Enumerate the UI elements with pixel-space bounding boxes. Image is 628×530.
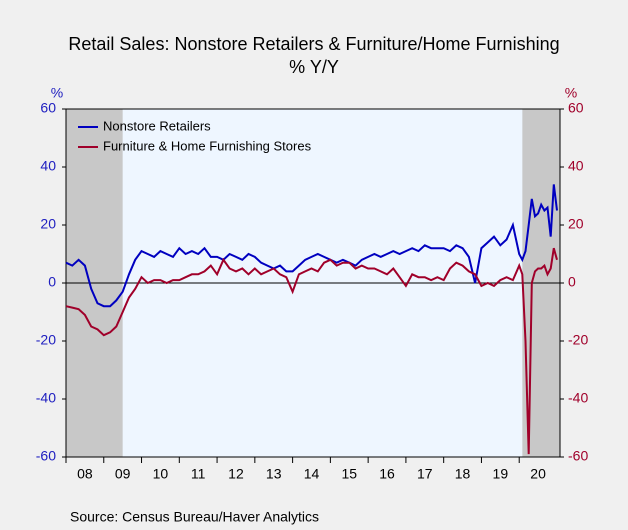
y2-tick-label: -20 (568, 332, 588, 348)
legend-label: Nonstore Retailers (103, 118, 211, 133)
plot-frame (65, 108, 561, 458)
x-tick-label: 19 (493, 466, 509, 482)
y2-tick-label: 60 (568, 100, 584, 116)
y2-tick-label: -40 (568, 390, 588, 406)
x-tick-label: 14 (304, 466, 320, 482)
y2-tick-label: 40 (568, 158, 584, 174)
x-tick-label: 16 (379, 466, 395, 482)
y-axis-label: % (51, 85, 63, 101)
x-tick-label: 18 (455, 466, 471, 482)
chart-title: Retail Sales: Nonstore Retailers & Furni… (68, 34, 559, 54)
source: Source: Census Bureau/Haver Analytics (70, 509, 319, 525)
series-line (65, 247, 558, 455)
x-tick-label: 08 (77, 466, 93, 482)
y2-tick-label: -60 (568, 448, 588, 464)
y-tick-label: -20 (36, 332, 56, 348)
y2-tick-label: 0 (568, 274, 576, 290)
x-tick-label: 20 (530, 466, 546, 482)
y-tick-label: 0 (48, 274, 56, 290)
y2-axis-label: % (565, 85, 577, 101)
legend-label: Furniture & Home Furnishing Stores (103, 138, 312, 153)
y2-tick-label: 20 (568, 216, 584, 232)
x-tick-label: 17 (417, 466, 433, 482)
y-tick-label: -60 (36, 448, 56, 464)
y-tick-label: 60 (40, 100, 56, 116)
x-tick-label: 11 (191, 466, 206, 482)
x-tick-label: 13 (266, 466, 282, 482)
x-tick-label: 10 (153, 466, 169, 482)
y-tick-label: 20 (40, 216, 56, 232)
chart-subtitle: % Y/Y (289, 57, 339, 77)
x-tick-label: 09 (115, 466, 131, 482)
y-tick-label: 40 (40, 158, 56, 174)
y-tick-label: -40 (36, 390, 56, 406)
x-tick-label: 15 (341, 466, 357, 482)
x-tick-label: 12 (228, 466, 244, 482)
